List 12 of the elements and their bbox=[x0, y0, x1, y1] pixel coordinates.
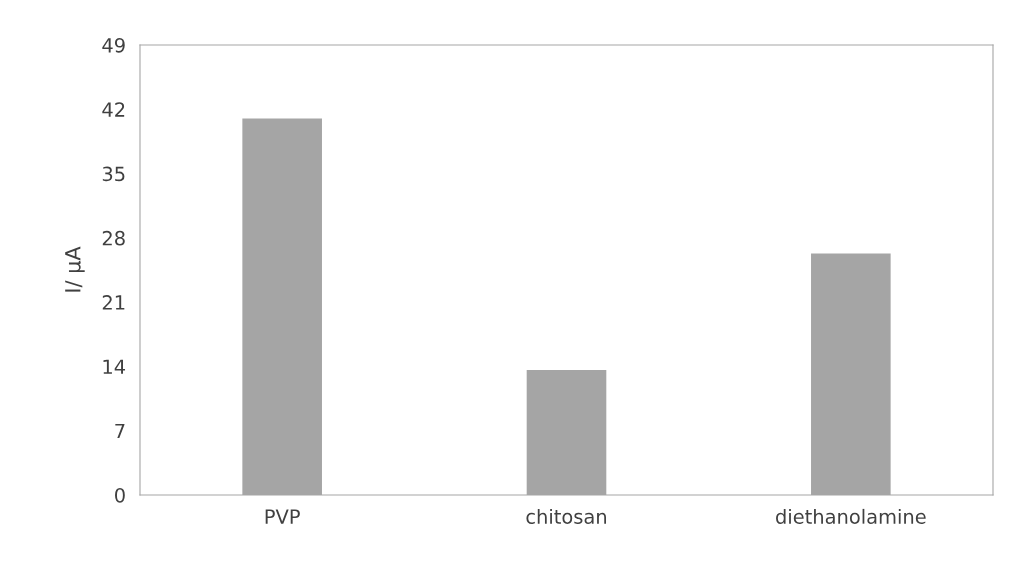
y-tick-label: 35 bbox=[102, 166, 125, 182]
y-tick-label: 21 bbox=[102, 295, 125, 310]
y-axis-title: I/ µA bbox=[65, 246, 85, 292]
x-tick-label: chitosan bbox=[526, 508, 606, 524]
y-tick-label: 7 bbox=[115, 423, 125, 439]
y-tick-label: 0 bbox=[115, 487, 125, 503]
x-tick-label: diethanolamine bbox=[776, 508, 926, 524]
x-tick-label: PVP bbox=[265, 509, 300, 524]
y-tick-label: 49 bbox=[102, 37, 125, 53]
y-tick-label: 42 bbox=[102, 102, 125, 117]
y-tick-label: 14 bbox=[103, 359, 126, 374]
y-tick-label: 28 bbox=[102, 230, 125, 246]
